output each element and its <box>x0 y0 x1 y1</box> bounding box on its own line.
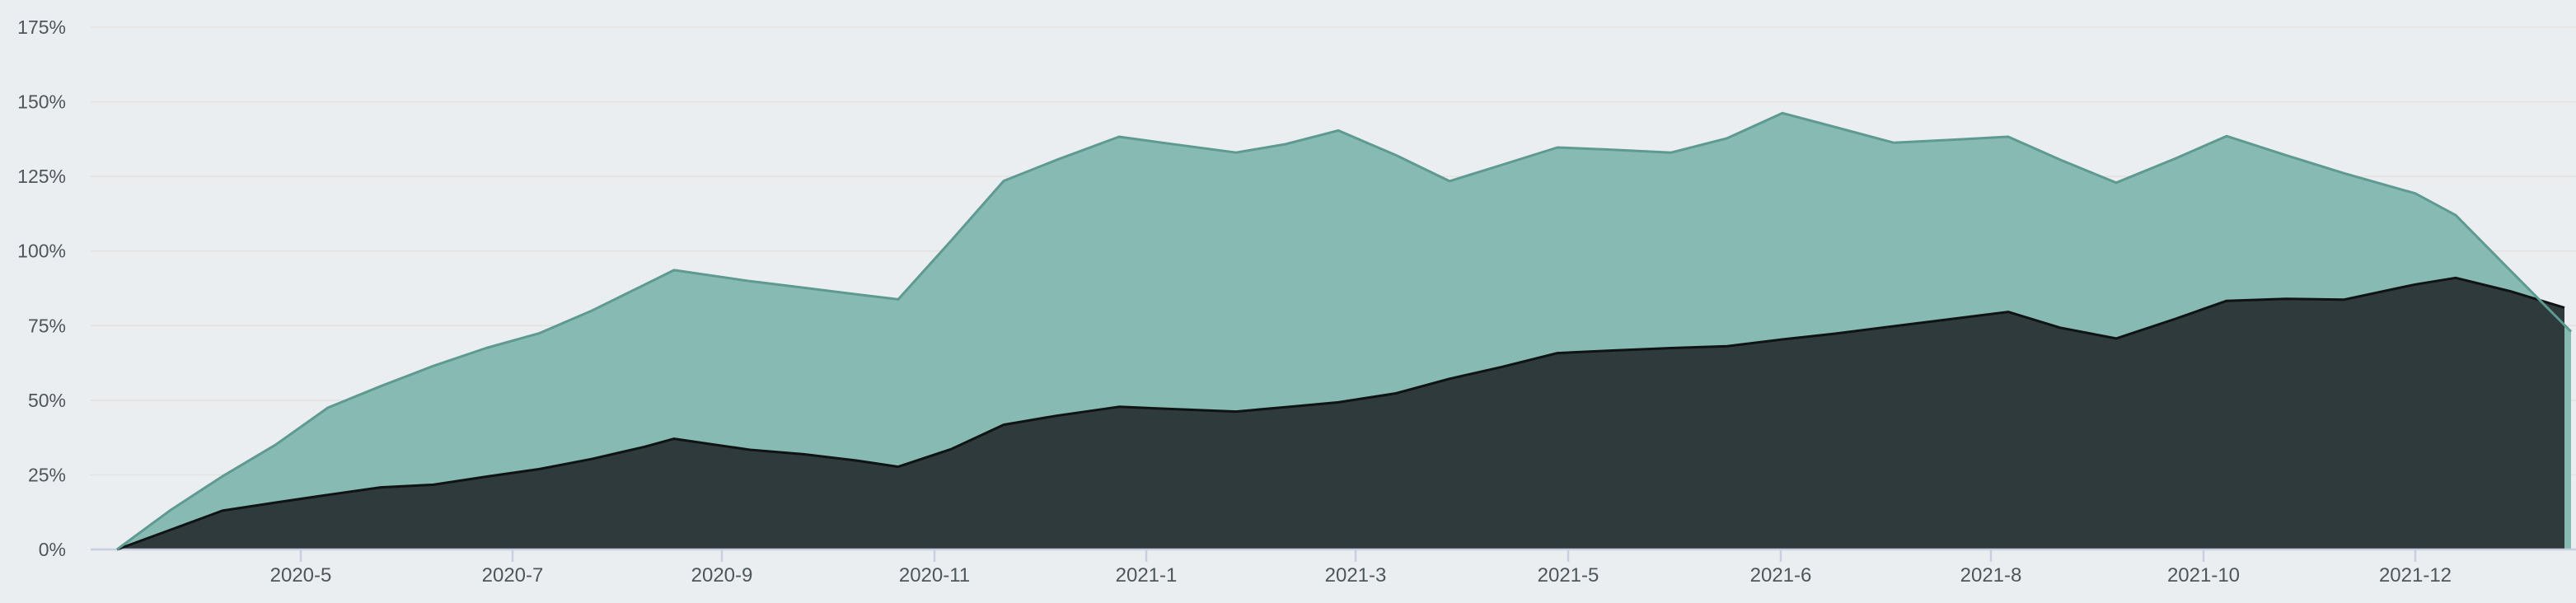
y-axis-label: 175% <box>17 16 66 38</box>
lower-dark-series-line <box>116 276 2565 551</box>
x-axis-label: 2021-3 <box>1325 564 1387 587</box>
x-axis-label: 2020-11 <box>899 564 970 587</box>
x-axis-label: 2020-7 <box>482 564 544 587</box>
y-axis-label: 75% <box>28 315 66 336</box>
x-axis-label: 2021-10 <box>2167 564 2240 587</box>
y-axis-label: 150% <box>17 91 66 113</box>
x-axis-label: 2021-12 <box>2379 564 2452 587</box>
x-axis-label: 2021-5 <box>1538 564 1599 587</box>
x-axis-label: 2021-8 <box>1960 564 2022 587</box>
x-axis-label: 2021-6 <box>1750 564 1812 587</box>
upper-teal-series-line <box>116 111 2573 551</box>
x-axis-label: 2021-1 <box>1116 564 1178 587</box>
y-axis-label: 125% <box>17 166 66 187</box>
y-axis-label: 0% <box>39 539 66 560</box>
x-axis-label: 2020-9 <box>691 564 753 587</box>
lower-dark-series-area <box>117 278 2564 549</box>
y-axis-label: 50% <box>28 390 66 411</box>
y-axis-label: 25% <box>28 464 66 485</box>
y-axis-label: 100% <box>17 241 66 262</box>
x-axis-label: 2020-5 <box>270 564 332 587</box>
